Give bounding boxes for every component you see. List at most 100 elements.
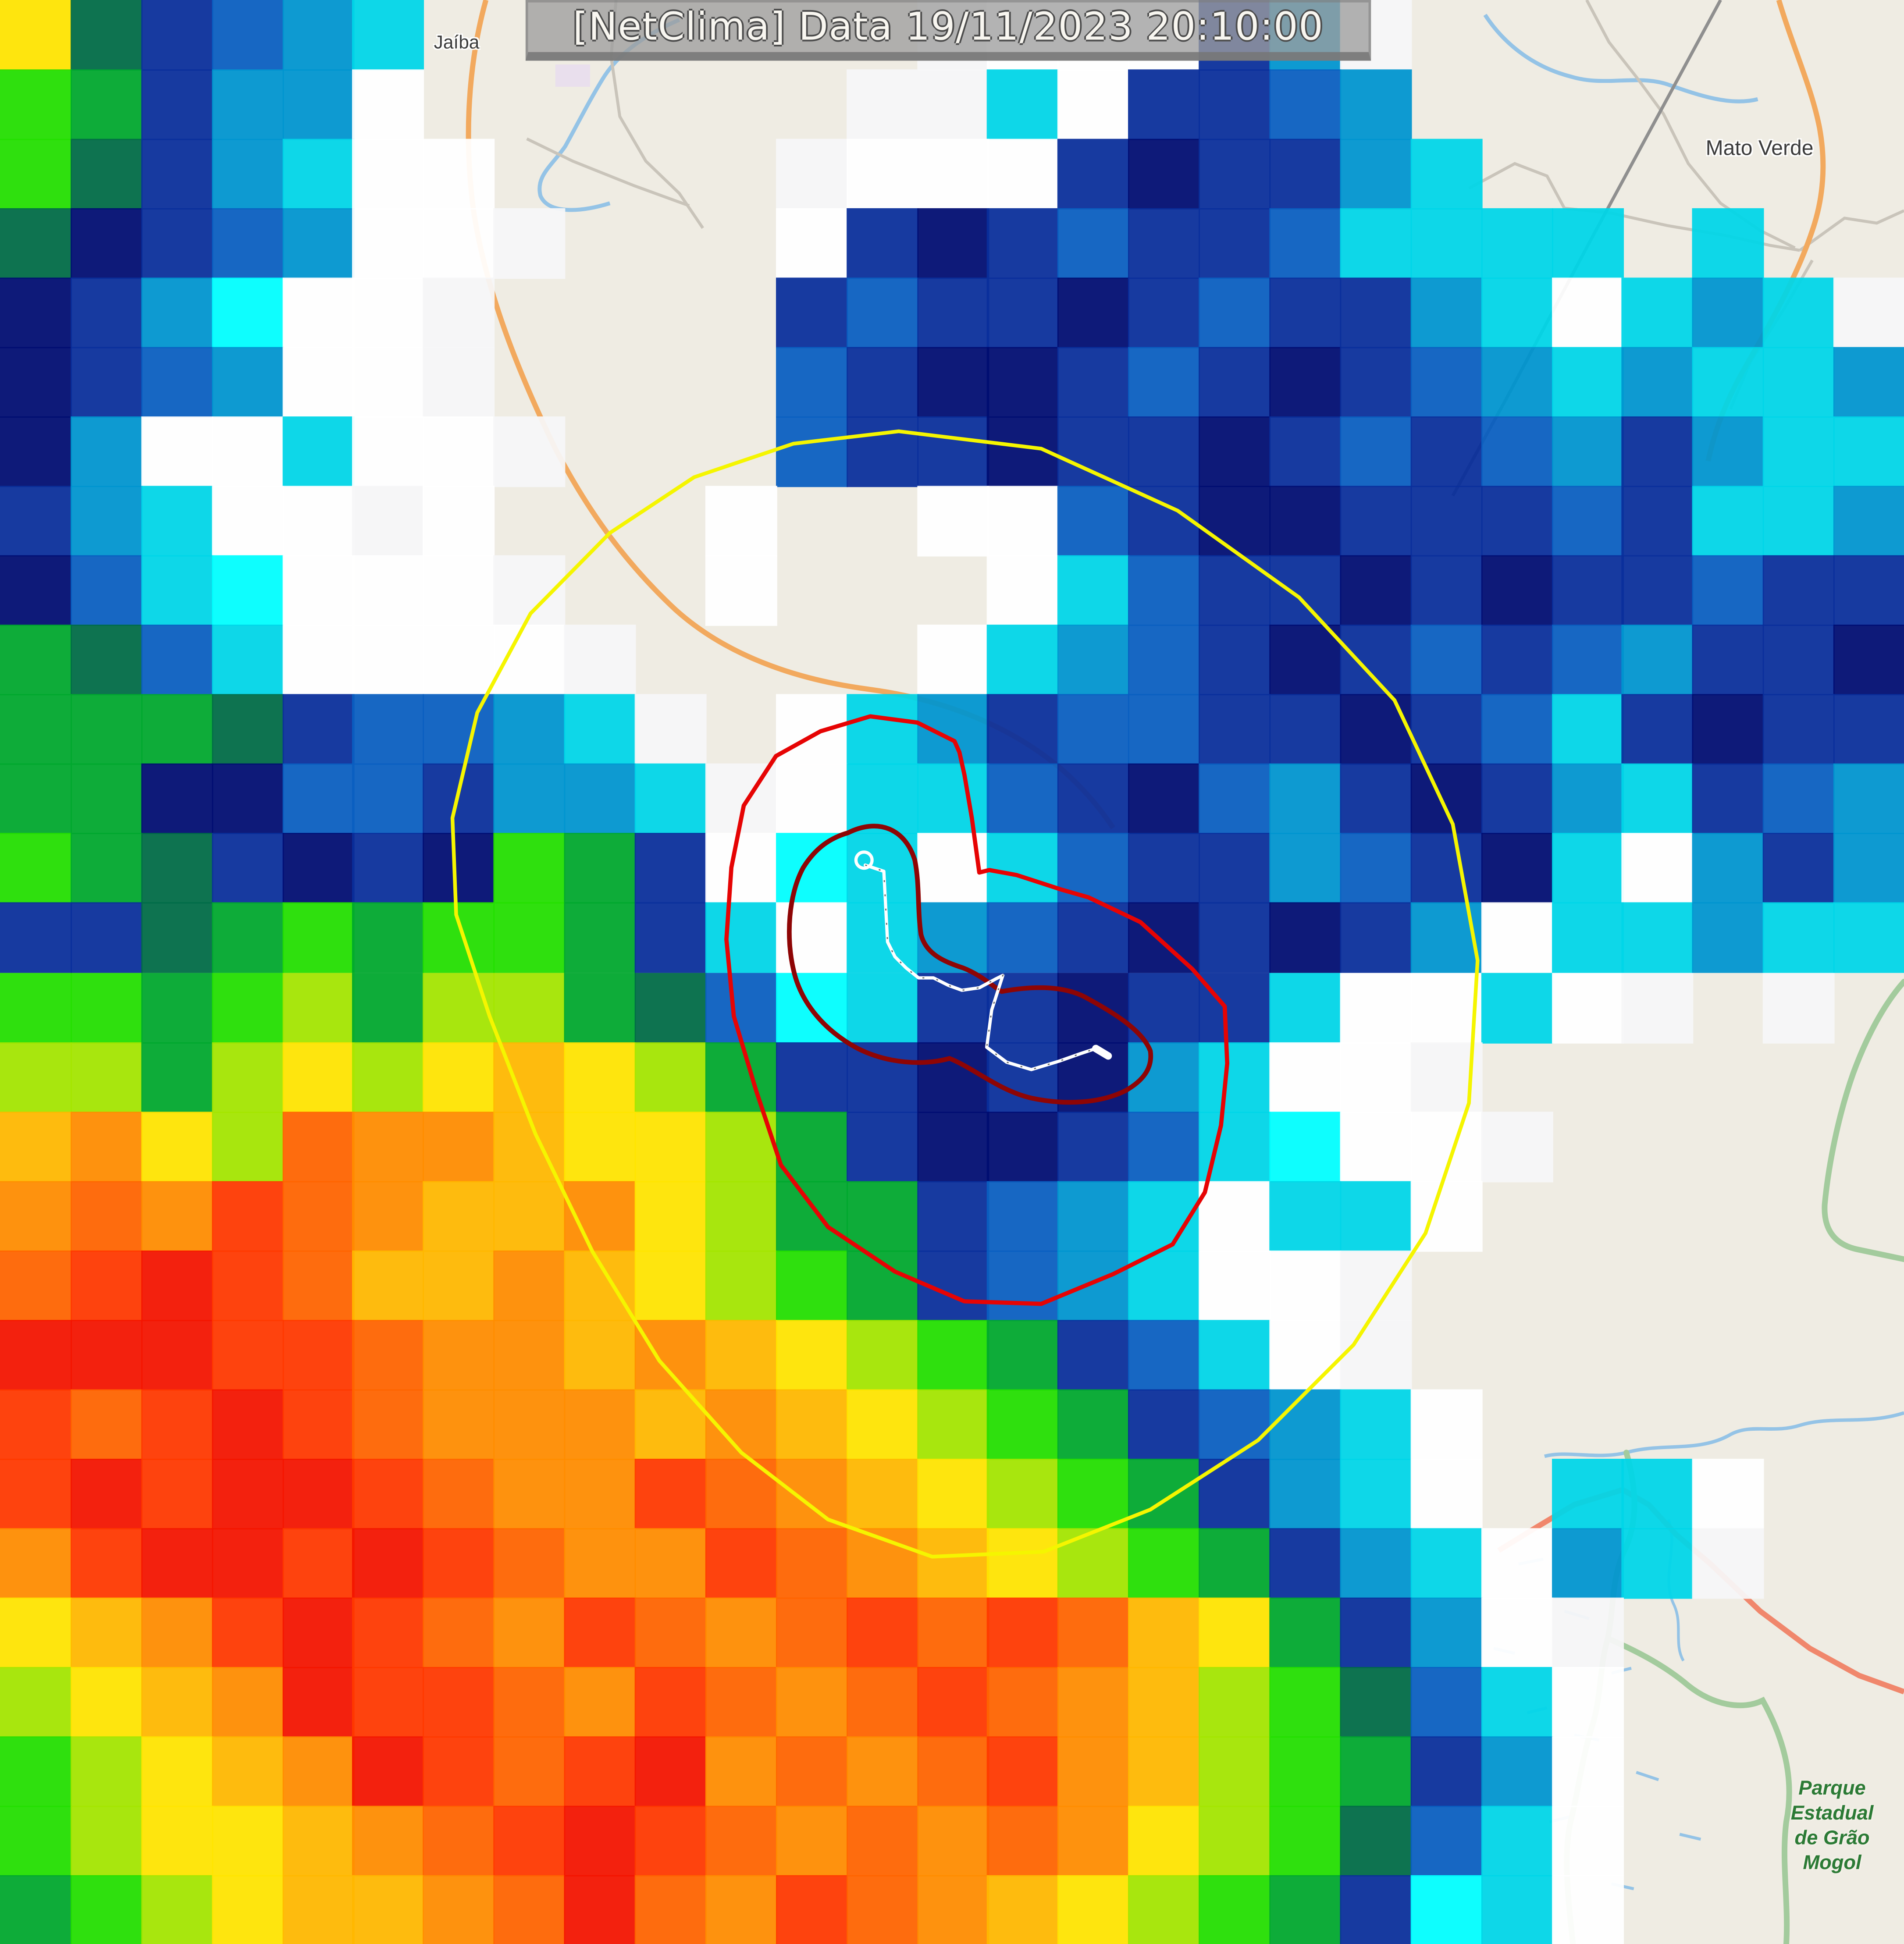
- radar-cell: [564, 903, 636, 974]
- radar-cell: [423, 1180, 495, 1251]
- radar-cell: [776, 1597, 848, 1668]
- radar-cell: [1551, 416, 1623, 487]
- radar-cell: [0, 972, 72, 1043]
- radar-cell: [846, 347, 918, 418]
- radar-cell: [70, 416, 142, 487]
- radar-cell: [1269, 1528, 1342, 1599]
- radar-cell: [1057, 69, 1130, 140]
- radar-cell: [1057, 1180, 1130, 1251]
- radar-cell: [1269, 416, 1342, 487]
- radar-cell: [141, 903, 213, 974]
- radar-cell: [70, 1180, 142, 1251]
- radar-cell: [1833, 764, 1904, 835]
- radar-cell: [776, 1389, 848, 1460]
- radar-cell: [493, 1319, 566, 1390]
- radar-cell: [70, 1250, 142, 1321]
- radar-cell: [1692, 1458, 1765, 1529]
- radar-cell: [917, 1736, 989, 1807]
- radar-cell: [1128, 1597, 1200, 1668]
- radar-cell: [1833, 555, 1904, 626]
- radar-cell: [282, 764, 354, 835]
- radar-cell: [282, 0, 354, 71]
- radar-cell: [423, 1111, 495, 1182]
- radar-cell: [0, 1667, 72, 1738]
- radar-cell: [0, 69, 72, 140]
- radar-cell: [1057, 1597, 1130, 1668]
- radar-cell: [1340, 903, 1412, 974]
- radar-cell: [141, 277, 213, 348]
- radar-cell: [1199, 1805, 1271, 1876]
- radar-cell: [1551, 1736, 1623, 1807]
- storm-track-start-marker: [854, 850, 874, 870]
- radar-cell: [917, 486, 989, 557]
- radar-cell: [776, 1041, 848, 1112]
- park-label-line: de Grão: [1794, 1828, 1870, 1849]
- radar-cell: [1763, 833, 1835, 904]
- radar-cell: [1692, 1528, 1765, 1599]
- radar-cell: [282, 1458, 354, 1529]
- radar-cell: [1551, 208, 1623, 279]
- radar-cell: [352, 903, 425, 974]
- radar-cell: [987, 347, 1059, 418]
- radar-cell: [0, 1458, 72, 1529]
- radar-cell: [564, 1389, 636, 1460]
- radar-cell: [1340, 277, 1412, 348]
- radar-cell: [0, 1319, 72, 1390]
- radar-cell: [564, 1111, 636, 1182]
- radar-cell: [634, 1597, 707, 1668]
- radar-cell: [1410, 1528, 1483, 1599]
- radar-cell: [1269, 1458, 1342, 1529]
- radar-cell: [282, 1597, 354, 1668]
- radar-cell: [1128, 694, 1200, 765]
- radar-cell: [211, 347, 284, 418]
- radar-cell: [211, 625, 284, 696]
- radar-cell: [1128, 555, 1200, 626]
- radar-cell: [1763, 694, 1835, 765]
- radar-cell: [1410, 1597, 1483, 1668]
- radar-cell: [1692, 694, 1765, 765]
- radar-cell: [987, 764, 1059, 835]
- radar-cell: [1199, 903, 1271, 974]
- radar-cell: [564, 1458, 636, 1529]
- radar-cell: [493, 764, 566, 835]
- radar-cell: [1480, 694, 1553, 765]
- radar-cell: [211, 1180, 284, 1251]
- storm-contour-middle: [724, 714, 1230, 1306]
- radar-cell: [1340, 1597, 1412, 1668]
- radar-cell: [1199, 416, 1271, 487]
- radar-cell: [1199, 1250, 1271, 1321]
- radar-cell: [493, 1180, 566, 1251]
- radar-cell: [282, 833, 354, 904]
- radar-cell: [141, 1528, 213, 1599]
- radar-cell: [846, 1389, 918, 1460]
- radar-cell: [1833, 694, 1904, 765]
- radar-cell: [1057, 1875, 1130, 1944]
- radar-cell: [282, 1805, 354, 1876]
- radar-cell: [846, 1597, 918, 1668]
- radar-cell: [493, 1528, 566, 1599]
- radar-cell: [70, 1805, 142, 1876]
- radar-cell: [1622, 833, 1694, 904]
- radar-cell: [1410, 347, 1483, 418]
- radar-cell: [141, 1319, 213, 1390]
- radar-cell: [1199, 69, 1271, 140]
- radar-cell: [634, 1250, 707, 1321]
- radar-cell: [705, 1041, 777, 1112]
- radar-cell: [1057, 1805, 1130, 1876]
- radar-cell: [282, 1667, 354, 1738]
- radar-cell: [987, 1111, 1059, 1182]
- radar-cell: [493, 1805, 566, 1876]
- radar-cell: [1340, 1528, 1412, 1599]
- radar-cell: [776, 694, 848, 765]
- radar-cell: [634, 1805, 707, 1876]
- radar-cell: [352, 1528, 425, 1599]
- radar-cell: [1622, 1528, 1694, 1599]
- radar-cell: [1692, 903, 1765, 974]
- radar-cell: [282, 208, 354, 279]
- radar-cell: [352, 1667, 425, 1738]
- radar-cell: [1833, 625, 1904, 696]
- radar-cell: [776, 1250, 848, 1321]
- radar-cell: [211, 1319, 284, 1390]
- radar-cell: [1199, 1319, 1271, 1390]
